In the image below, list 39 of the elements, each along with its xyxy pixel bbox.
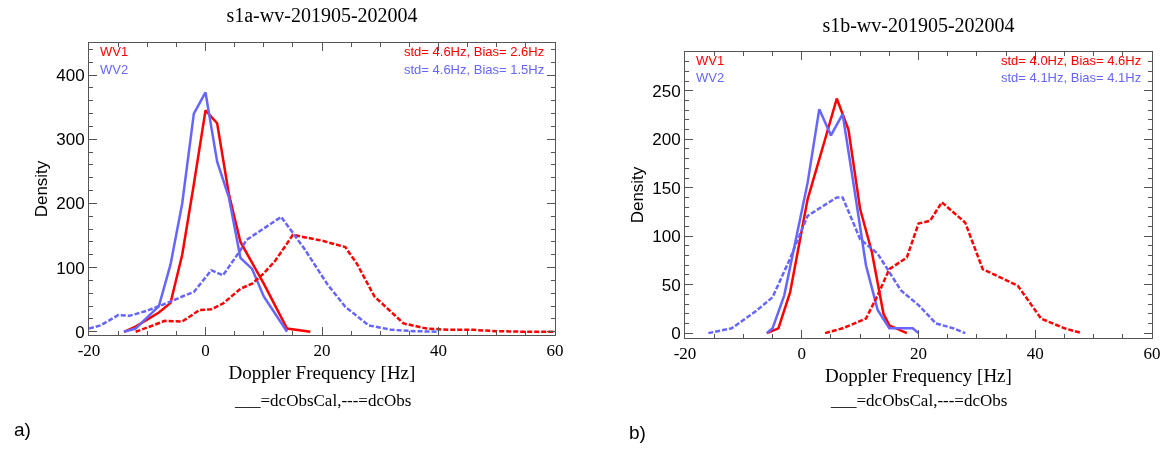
y-tick-label: 0 (671, 324, 681, 344)
x-tick-label: 40 (1026, 344, 1044, 364)
text: a) (14, 419, 31, 440)
y-tick-label: 100 (56, 258, 85, 278)
x-tick-label: -20 (77, 341, 101, 361)
text: ___=dcObsCal,---=dcObs (830, 391, 1008, 410)
x-tick-label: -20 (673, 344, 697, 364)
annotation: std= 4.1Hz, Bias= 4.1Hz (1001, 70, 1142, 85)
y-tick-label: 200 (652, 130, 681, 150)
text: ___=dcObsCal,---=dcObs (234, 391, 412, 410)
x-tick-label: 0 (201, 341, 210, 361)
annotation: std= 4.0Hz, Bias= 4.6Hz (1001, 53, 1142, 68)
x-tick-label: 20 (313, 341, 331, 361)
text: WV1 (100, 44, 129, 59)
text: WV1 (696, 53, 725, 68)
y-tick-label: 200 (56, 194, 85, 214)
x-tick-label: 40 (430, 341, 447, 361)
text: b) (629, 422, 646, 443)
annotation: std= 4.6Hz, Bias= 2.6Hz (404, 44, 545, 59)
text: WV2 (696, 70, 725, 85)
y-tick-label: 0 (75, 322, 85, 342)
y-axis-title: Density (31, 160, 51, 218)
y-tick-label: 300 (56, 130, 85, 150)
chart-title: s1a-wv-201905-202004 (226, 4, 418, 27)
x-axis-title: Doppler Frequency [Hz] (825, 365, 1012, 387)
x-tick-label: 20 (910, 344, 927, 364)
y-axis-title: Density (627, 166, 647, 224)
y-tick-label: 150 (652, 178, 681, 198)
x-axis-title: Doppler Frequency [Hz] (228, 362, 416, 384)
y-tick-label: 50 (661, 275, 681, 295)
y-tick-label: 400 (56, 66, 85, 86)
x-tick-label: 0 (797, 344, 806, 364)
y-tick-label: 100 (652, 227, 681, 247)
text: WV2 (100, 62, 129, 77)
chart-title: s1b-wv-201905-202004 (822, 14, 1015, 37)
x-tick-label: 60 (546, 341, 564, 361)
x-tick-label: 60 (1143, 344, 1161, 364)
y-tick-label: 250 (652, 81, 681, 101)
annotation: std= 4.6Hz, Bias= 1.5Hz (404, 62, 545, 77)
